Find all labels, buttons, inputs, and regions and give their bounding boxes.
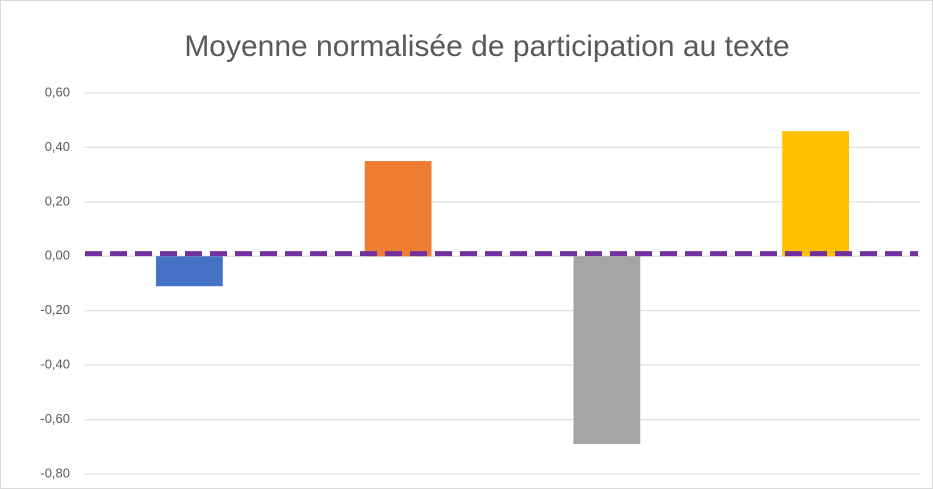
y-tick-label: 0,00 [45,248,70,263]
y-tick-label: -0,60 [40,411,70,426]
y-tick-label: -0,40 [40,357,70,372]
y-tick-label: -0,80 [40,465,70,480]
bar [155,256,223,287]
chart-title: Moyenne normalisée de participation au t… [184,30,789,63]
bar [364,161,432,257]
bar [573,256,641,445]
y-tick-label: 0,20 [45,193,70,208]
y-tick-label: -0,20 [40,302,70,317]
bar [782,131,850,257]
y-tick-label: 0,40 [45,139,70,154]
y-tick-label: 0,60 [45,84,70,99]
